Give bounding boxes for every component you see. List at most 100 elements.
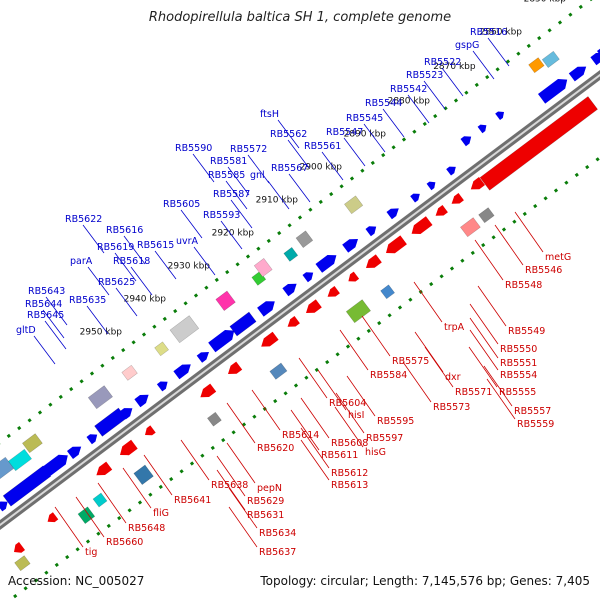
forward-leader-line (115, 287, 138, 317)
feature-box-shape (460, 217, 481, 238)
genome-summary: Topology: circular; Length: 7,145,576 bp… (260, 574, 590, 588)
feature-box-shape (345, 299, 371, 324)
feature-box (169, 315, 200, 344)
forward-gene (173, 364, 191, 380)
forward-gene-shape (590, 52, 600, 66)
reverse-gene-shape (451, 192, 464, 204)
reverse-leader-line (469, 317, 499, 359)
reverse-leader-line (494, 224, 524, 266)
forward-gene-label: RB5643 (28, 286, 65, 297)
forward-gene-shape (30, 454, 68, 486)
reverse-gene-label: RB5608 (331, 438, 368, 449)
tick-label: 2870 kbp (433, 62, 476, 72)
forward-leader-line (230, 199, 253, 229)
forward-gene-label: RB5581 (210, 156, 247, 167)
forward-gene-label: RB5619 (97, 242, 134, 253)
reverse-gene (435, 204, 448, 216)
forward-gene (568, 66, 587, 82)
tick-label: 2940 kbp (124, 294, 167, 304)
forward-leader-line (86, 305, 109, 335)
forward-gene-label: RB5547 (326, 127, 363, 138)
feature-box-shape (541, 50, 560, 68)
feature-box-shape (207, 411, 222, 427)
reverse-gene-shape (14, 541, 26, 553)
reverse-gene-label: RB5551 (500, 358, 537, 369)
reverse-gene (366, 254, 382, 269)
reverse-leader-line (216, 469, 246, 511)
forward-leader-line (44, 320, 67, 350)
forward-leader-line (407, 94, 430, 124)
reverse-gene-label: RB5660 (106, 537, 143, 548)
reverse-gene-label: tig (85, 547, 97, 558)
reverse-leader-line (300, 439, 330, 481)
reverse-gene-shape (287, 316, 300, 327)
forward-gene (156, 381, 168, 392)
forward-gene (446, 166, 456, 176)
reverse-gene (145, 425, 156, 436)
feature-box (207, 411, 222, 427)
feature-box-shape (133, 464, 154, 485)
feature-box-shape (8, 448, 32, 472)
reverse-leader-line (228, 506, 258, 548)
feature-box-shape (169, 315, 200, 344)
forward-gene-label: RB5523 (406, 70, 443, 81)
reverse-gene-label: RB5604 (329, 398, 366, 409)
reverse-gene-shape (261, 331, 279, 347)
forward-gene (460, 136, 472, 147)
feature-box-shape (154, 341, 169, 357)
reverse-gene-label: RB5571 (455, 387, 492, 398)
forward-leader-line (487, 37, 510, 67)
reverse-leader-line (251, 389, 281, 431)
reverse-gene-label: dxr (445, 372, 461, 383)
reverse-gene (479, 96, 598, 191)
forward-leader-line (193, 246, 216, 276)
forward-leader-line (247, 154, 270, 184)
feature-box (283, 247, 299, 262)
forward-gene-shape (66, 446, 82, 459)
forward-gene (66, 446, 82, 459)
feature-box-shape (528, 57, 545, 74)
tick-label: 2950 kbp (80, 327, 123, 337)
feature-box (541, 50, 560, 68)
reverse-leader-line (402, 361, 432, 403)
feature-box-shape (87, 385, 113, 410)
forward-gene-shape (477, 124, 487, 134)
reverse-gene-shape (435, 204, 448, 216)
feature-box (14, 555, 31, 572)
forward-gene (196, 351, 209, 363)
feature-box-shape (283, 247, 299, 262)
tick-label: 2900 kbp (300, 162, 343, 172)
reverse-leader-line (143, 454, 173, 496)
forward-gene (477, 124, 487, 134)
forward-gene-label: RB5618 (113, 256, 150, 267)
forward-leader-line (82, 224, 105, 254)
feature-box-shape (344, 195, 364, 215)
forward-leader-line (288, 173, 311, 203)
reverse-gene-label: RB5584 (370, 370, 407, 381)
forward-gene-label: RB5516 (470, 27, 507, 38)
reverse-gene-label: RB5620 (257, 443, 294, 454)
reverse-gene-label: RB5546 (525, 265, 562, 276)
forward-leader-line (154, 250, 177, 280)
forward-gene-shape (446, 166, 456, 176)
reverse-gene (261, 331, 279, 347)
forward-gene-label: gspG (455, 40, 479, 51)
forward-gene (538, 78, 568, 104)
forward-gene-shape (365, 226, 377, 237)
forward-leader-line (227, 166, 250, 196)
reverse-gene-label: RB5629 (247, 496, 284, 507)
tick-label: 2920 kbp (212, 228, 255, 238)
forward-leader-line (192, 153, 215, 183)
reverse-leader-line (298, 357, 328, 399)
feature-box-shape (269, 362, 288, 380)
forward-gene-label: RB5615 (137, 240, 174, 251)
reverse-leader-line (477, 285, 507, 327)
tick-label: 2890 kbp (344, 129, 387, 139)
reverse-gene-label: RB5612 (331, 468, 368, 479)
forward-leader-line (180, 209, 203, 239)
forward-gene-shape (173, 364, 191, 380)
reverse-leader-line (226, 442, 256, 484)
reverse-gene-label: RB5557 (514, 406, 551, 417)
reverse-gene (96, 461, 113, 476)
reverse-gene-label: RB5548 (505, 280, 542, 291)
